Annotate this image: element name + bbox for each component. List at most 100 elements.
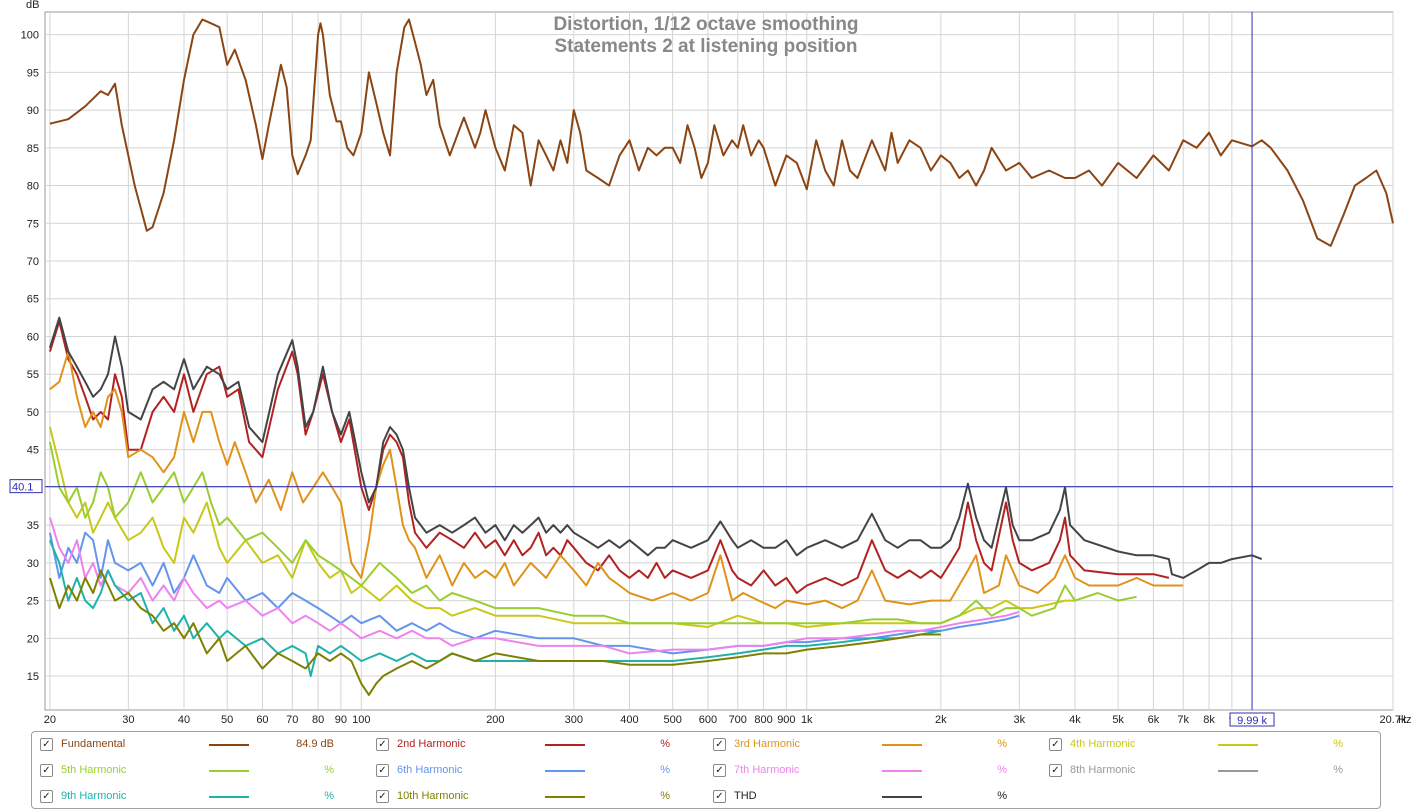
legend-swatch [545, 796, 585, 798]
legend-item-2nd-harmonic[interactable]: ✓ 2nd Harmonic [376, 735, 537, 753]
series-line-10th-harmonic [48, 569, 941, 696]
x-tick-label: 300 [565, 714, 583, 726]
legend-value: % [660, 790, 670, 802]
legend-checkbox[interactable]: ✓ [40, 737, 53, 751]
legend-panel: ✓ Fundamental 84.9 dB ✓ 2nd Harmonic% ✓ 3rd Ha… [31, 731, 1381, 809]
legend-checkbox[interactable]: ✓ [40, 763, 53, 777]
x-tick-label: 800 [754, 714, 772, 726]
legend-swatch [209, 796, 249, 798]
x-tick-label: 80 [312, 714, 324, 726]
x-axis-ticks: 20 30 40 50 60 70 80 90 100 200 300 400 500 600 700 800… [44, 714, 1407, 726]
legend-label: 9th Harmonic [61, 790, 127, 802]
y-tick-label: 20 [27, 633, 39, 645]
y-tick-label: 85 [27, 143, 39, 155]
legend-value: % [324, 764, 334, 776]
cursor-y-readout: 40.1 [12, 482, 33, 494]
legend-label: 10th Harmonic [397, 790, 469, 802]
plot-background [44, 11, 1394, 711]
legend-checkbox[interactable]: ✓ [376, 789, 389, 803]
legend-value: % [1333, 764, 1343, 776]
distortion-chart[interactable]: 15 20 25 30 35 40 45 50 55 60 65 70 75 80 85 90 95 100 20… [0, 0, 1414, 730]
legend-value: % [660, 738, 670, 750]
legend-checkbox[interactable]: ✓ [713, 763, 726, 777]
x-tick-label: 400 [620, 714, 638, 726]
legend-value: % [1333, 738, 1343, 750]
x-tick-label: 700 [729, 714, 747, 726]
legend-item-thd[interactable]: ✓ THD [713, 787, 874, 805]
legend-label: Fundamental [61, 738, 126, 750]
x-tick-label: 100 [352, 714, 370, 726]
legend-label: THD [734, 790, 757, 802]
legend-swatch [209, 744, 249, 746]
y-tick-label: 15 [27, 671, 39, 683]
legend-item-fundamental[interactable]: ✓ Fundamental [40, 735, 201, 753]
legend-checkbox[interactable]: ✓ [1049, 763, 1062, 777]
x-axis-unit: Hz [1398, 714, 1411, 726]
legend-label: 2nd Harmonic [397, 738, 466, 750]
series-group [48, 18, 1394, 696]
x-tick-label: 200 [486, 714, 504, 726]
x-tick-label: 60 [256, 714, 268, 726]
y-tick-label: 100 [21, 30, 39, 42]
legend-label: 5th Harmonic [61, 764, 127, 776]
cursor-group[interactable]: 40.1 9.99 k [9, 12, 1393, 727]
legend-swatch [1218, 744, 1258, 746]
x-tick-label: 4k [1069, 714, 1081, 726]
legend-label: 7th Harmonic [734, 764, 800, 776]
cursor-x-box [1229, 712, 1275, 727]
legend-swatch [882, 770, 922, 772]
series-line-fundamental [49, 18, 1394, 247]
legend-checkbox[interactable]: ✓ [376, 737, 389, 751]
legend-value: % [324, 790, 334, 802]
legend-value: % [997, 790, 1007, 802]
legend-item-6th-harmonic[interactable]: ✓ 6th Harmonic [376, 761, 537, 779]
series-line-2nd-harmonic [48, 320, 1170, 594]
legend-item-10th-harmonic[interactable]: ✓ 10th Harmonic [376, 787, 537, 805]
legend-item-3rd-harmonic[interactable]: ✓ 3rd Harmonic [713, 735, 874, 753]
y-tick-label: 55 [27, 369, 39, 381]
x-tick-label: 7k [1177, 714, 1189, 726]
legend-item-9th-harmonic[interactable]: ✓ 9th Harmonic [40, 787, 201, 805]
legend-checkbox[interactable]: ✓ [376, 763, 389, 777]
y-tick-label: 50 [27, 407, 39, 419]
legend-value: % [997, 764, 1007, 776]
legend-checkbox[interactable]: ✓ [40, 789, 53, 803]
x-tick-label: 6k [1148, 714, 1160, 726]
series-line-3rd-harmonic [49, 350, 1184, 610]
y-axis-ticks: 1520253035404550556065707580859095100 [21, 30, 39, 683]
legend-checkbox[interactable]: ✓ [1049, 737, 1062, 751]
legend-item-7th-harmonic[interactable]: ✓ 7th Harmonic [713, 761, 874, 779]
cursor-x-readout: 9.99 k [1237, 715, 1267, 727]
legend-swatch [882, 796, 922, 798]
y-tick-label: 70 [27, 256, 39, 268]
x-tick-label: 5k [1112, 714, 1124, 726]
y-tick-label: 95 [27, 67, 39, 79]
y-tick-label: 65 [27, 294, 39, 306]
legend-swatch [545, 744, 585, 746]
legend-label: 8th Harmonic [1070, 764, 1136, 776]
x-tick-label: 600 [699, 714, 717, 726]
legend-item-4th-harmonic[interactable]: ✓ 4th Harmonic [1049, 735, 1210, 753]
x-tick-label: 3k [1013, 714, 1025, 726]
x-tick-label: 20 [44, 714, 56, 726]
series-line-7th-harmonic [48, 517, 1020, 655]
legend-swatch [1218, 770, 1258, 772]
series-line-6th-harmonic [48, 531, 1020, 655]
x-tick-label: 40 [178, 714, 190, 726]
legend-checkbox[interactable]: ✓ [713, 789, 726, 803]
chart-subtitle: Statements 2 at listening position [555, 36, 858, 57]
y-tick-label: 80 [27, 181, 39, 193]
x-tick-label: 2k [935, 714, 947, 726]
legend-item-5th-harmonic[interactable]: ✓ 5th Harmonic [40, 761, 201, 779]
y-axis-label: dB [26, 0, 39, 11]
legend-swatch [545, 770, 585, 772]
x-tick-label: 20.7k [1380, 714, 1407, 726]
y-tick-label: 25 [27, 596, 39, 608]
legend-swatch [209, 770, 249, 772]
legend-checkbox[interactable]: ✓ [713, 737, 726, 751]
legend-item-8th-harmonic[interactable]: ✓ 8th Harmonic [1049, 761, 1210, 779]
legend-label: 3rd Harmonic [734, 738, 801, 750]
legend-value: % [660, 764, 670, 776]
x-tick-label: 30 [122, 714, 134, 726]
y-tick-label: 90 [27, 105, 39, 117]
